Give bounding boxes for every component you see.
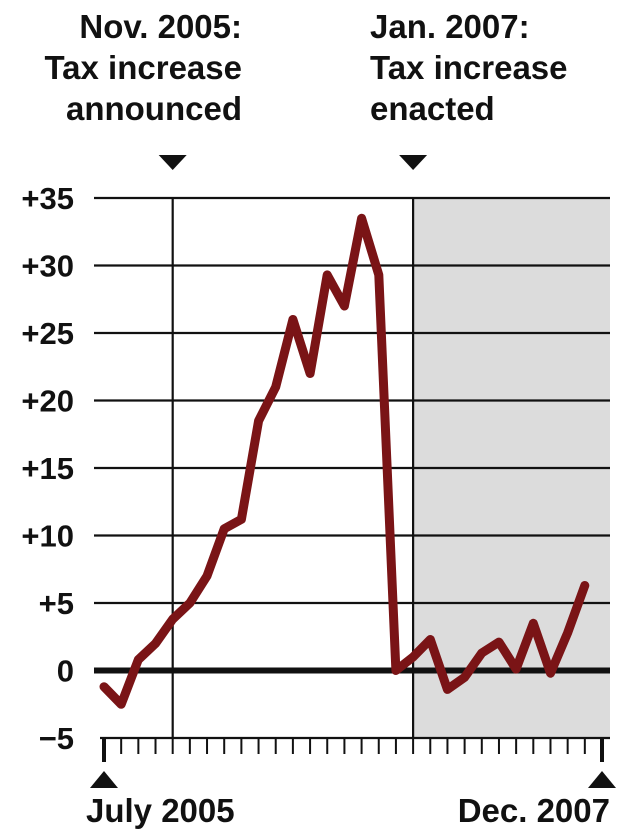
annotation-announced-line-3: announced xyxy=(65,90,242,127)
annotation-announced-line-2: Tax increase xyxy=(44,49,242,86)
y-tick-label: +20 xyxy=(21,384,74,419)
annotation-enacted: Jan. 2007: Tax increase enacted xyxy=(370,6,568,129)
end-arrow-icon xyxy=(588,771,616,788)
annotation-announced-line-1: Nov. 2005: xyxy=(79,8,242,45)
y-tick-label: +25 xyxy=(21,316,74,351)
x-end-label: Dec. 2007 xyxy=(457,792,610,829)
y-tick-label: 0 xyxy=(57,654,74,689)
y-tick-label: +15 xyxy=(21,451,74,486)
data-series-line xyxy=(99,213,590,709)
marker-arrow-icon xyxy=(399,155,428,170)
start-arrow-icon xyxy=(90,771,118,788)
x-start-label: July 2005 xyxy=(86,792,235,829)
y-tick-label: −5 xyxy=(39,721,74,756)
annotation-announced: Nov. 2005: Tax increase announced xyxy=(0,6,242,129)
y-tick-label: +10 xyxy=(21,519,74,554)
y-tick-label: +35 xyxy=(21,181,74,216)
annotation-enacted-line-1: Jan. 2007: xyxy=(370,8,530,45)
y-tick-label: +5 xyxy=(39,586,74,621)
annotation-enacted-line-3: enacted xyxy=(370,90,495,127)
annotation-enacted-line-2: Tax increase xyxy=(370,49,568,86)
y-tick-label: +30 xyxy=(21,249,74,284)
marker-arrow-icon xyxy=(158,155,187,170)
